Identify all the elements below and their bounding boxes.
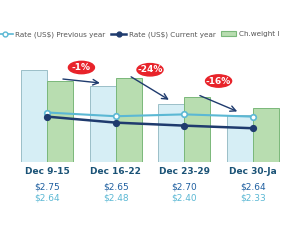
Text: $2.33: $2.33 [240,194,266,202]
Text: $2.40: $2.40 [172,194,197,202]
Text: $2.70: $2.70 [171,182,197,191]
Bar [90,86,116,162]
Text: $2.64: $2.64 [240,182,266,191]
Text: -1%: -1% [72,63,91,72]
Text: $2.75: $2.75 [34,182,60,191]
Legend: Rate (US$) Previous year, Rate (US$) Current year, Ch.weight l: Rate (US$) Previous year, Rate (US$) Cur… [0,28,282,41]
Bar [253,108,279,162]
Text: $2.48: $2.48 [103,194,128,202]
Text: -24%: -24% [137,65,163,74]
Bar [47,81,73,162]
Ellipse shape [206,75,232,87]
Bar [158,104,184,162]
Text: $2.64: $2.64 [34,194,60,202]
Bar [116,78,142,162]
Ellipse shape [68,61,94,74]
Text: -16%: -16% [206,76,231,86]
Bar [21,70,47,162]
Ellipse shape [137,63,163,76]
Bar [227,115,253,162]
Text: $2.65: $2.65 [103,182,129,191]
Bar [184,97,210,162]
